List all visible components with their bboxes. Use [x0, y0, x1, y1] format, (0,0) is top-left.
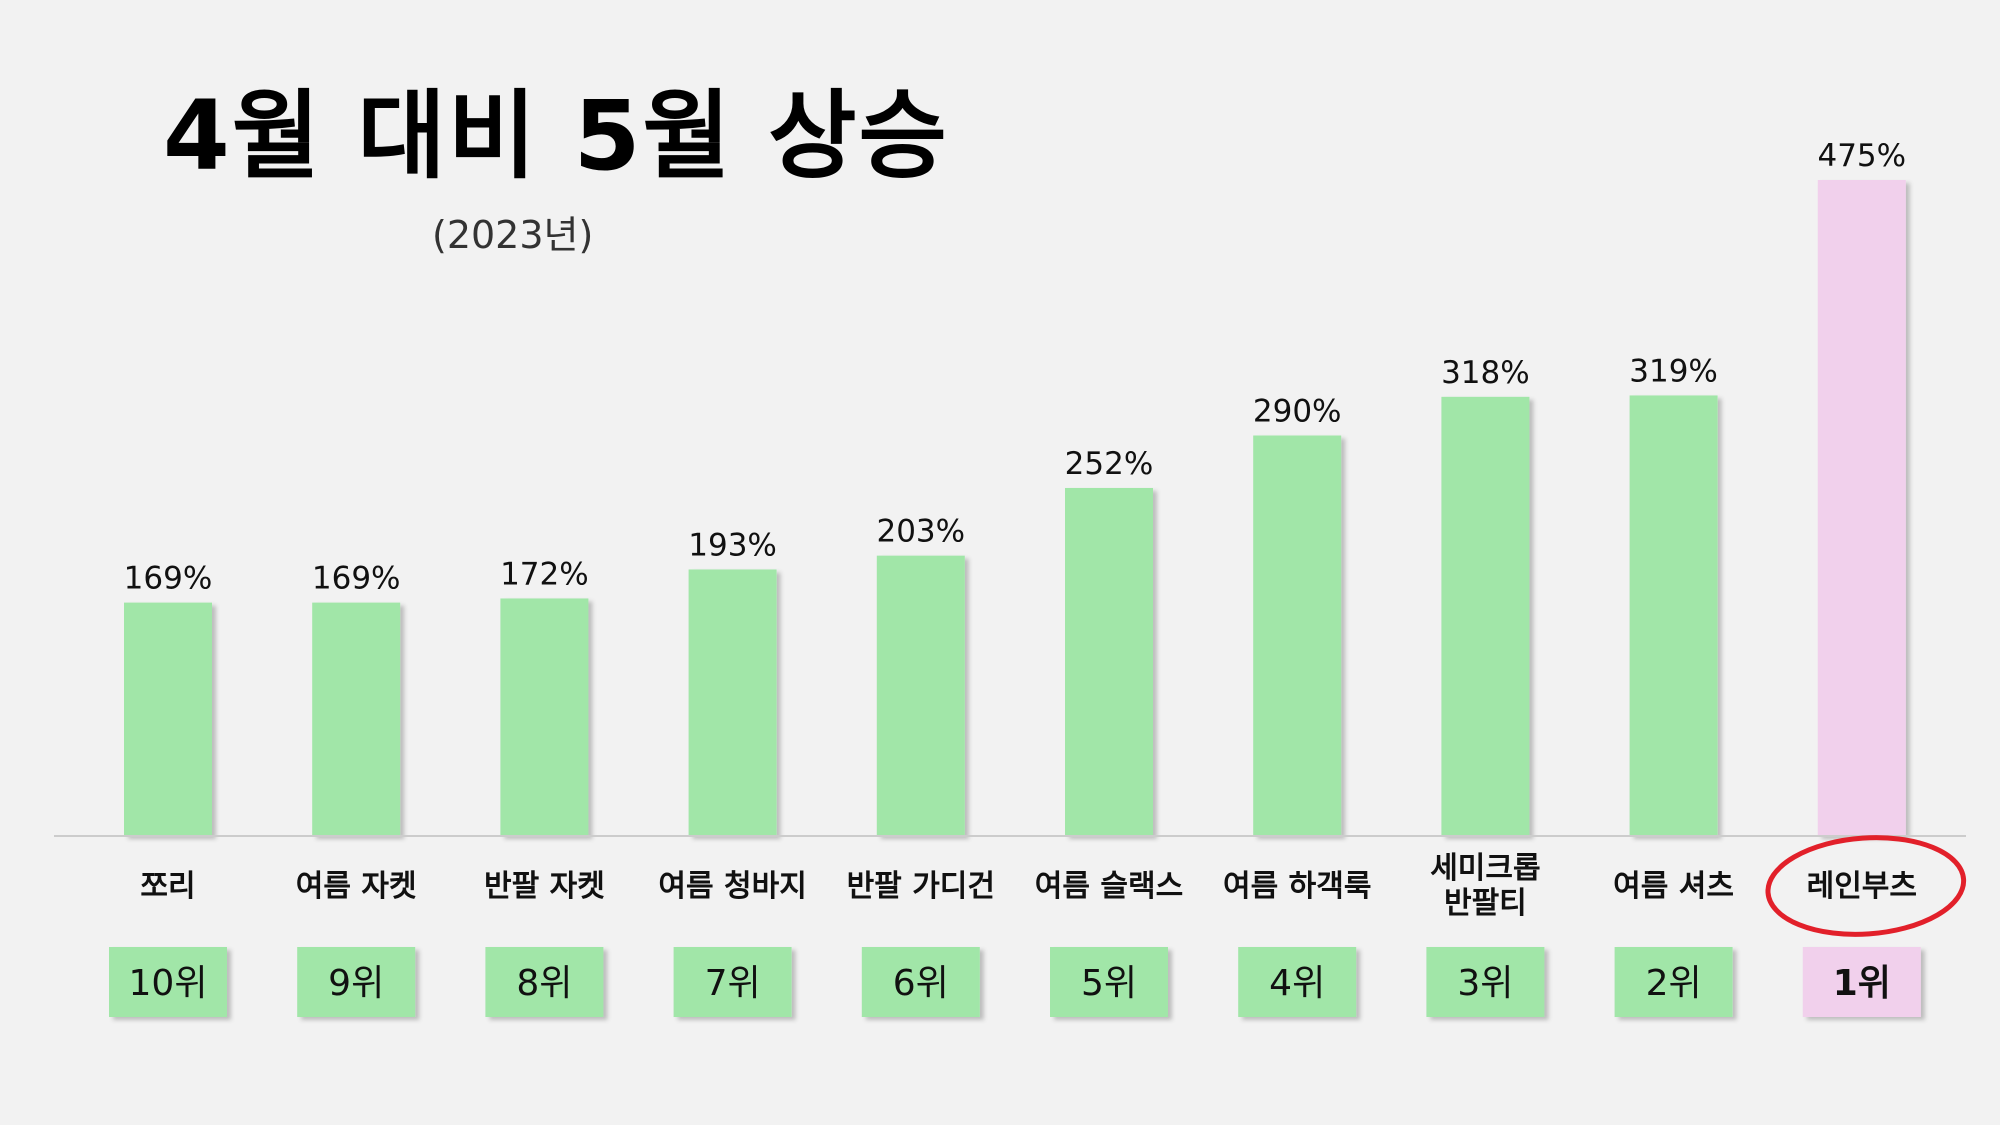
category-label-7: 여름 하객룩: [1223, 869, 1371, 904]
rank-badge-1: [109, 947, 227, 1017]
value-label-7: 290%: [1253, 393, 1342, 429]
rank-badge-3: [485, 947, 604, 1017]
rank-label-7: 4위: [1269, 963, 1325, 1004]
bar-10: [1817, 180, 1906, 836]
chart-title: 4월 대비 5월 상승: [163, 80, 949, 192]
rank-badge-2: [297, 947, 416, 1017]
rank-label-3: 8위: [516, 963, 572, 1004]
rank-badge-10: [1802, 947, 1921, 1017]
category-label-3: 반팔 자켓: [484, 869, 605, 904]
bar-8: [1441, 396, 1530, 836]
rank-badge-7: [1238, 947, 1357, 1017]
highlight-circle: [1765, 835, 1967, 937]
rank-label-8: 3위: [1457, 963, 1513, 1004]
category-label-2: 여름 자켓: [296, 869, 417, 904]
rank-label-9: 2위: [1646, 963, 1702, 1004]
bar-5: [876, 555, 965, 836]
category-label-6: 여름 슬랙스: [1035, 869, 1183, 904]
value-label-4: 193%: [688, 527, 777, 563]
bar-1: [124, 602, 212, 836]
chart-subtitle: (2023년): [432, 213, 594, 257]
category-label-9: 여름 셔츠: [1613, 869, 1734, 904]
bar-2: [312, 602, 401, 836]
rank-badge-6: [1050, 947, 1168, 1017]
rank-label-10: 1위: [1833, 963, 1891, 1004]
value-label-3: 172%: [500, 556, 589, 592]
value-label-6: 252%: [1065, 446, 1154, 482]
value-label-5: 203%: [876, 514, 965, 550]
category-label-10: 레인부츠: [1807, 869, 1917, 904]
rank-label-5: 6위: [893, 963, 949, 1004]
bar-6: [1065, 487, 1153, 836]
value-label-1: 169%: [124, 561, 213, 597]
category-label-8: 세미크롭 반팔티: [1430, 851, 1540, 921]
bar-4: [688, 569, 777, 836]
rank-badge-5: [861, 947, 980, 1017]
rank-badge-8: [1426, 947, 1545, 1017]
rank-badge-4: [673, 947, 792, 1017]
bar-3: [500, 598, 589, 836]
value-label-10: 475%: [1817, 138, 1906, 174]
category-label-4: 여름 청바지: [658, 869, 806, 904]
rank-label-6: 5위: [1081, 963, 1137, 1004]
bar-7: [1253, 435, 1342, 836]
category-label-1: 쪼리: [140, 869, 195, 904]
value-label-2: 169%: [312, 561, 401, 597]
value-label-9: 319%: [1629, 353, 1718, 389]
category-label-5: 반팔 가디건: [847, 869, 995, 904]
bar-9: [1629, 395, 1718, 836]
rank-label-2: 9위: [328, 963, 384, 1004]
value-label-8: 318%: [1441, 355, 1530, 391]
rank-label-1: 10위: [129, 963, 208, 1004]
rank-label-4: 7위: [705, 963, 761, 1004]
rank-badge-9: [1614, 947, 1733, 1017]
